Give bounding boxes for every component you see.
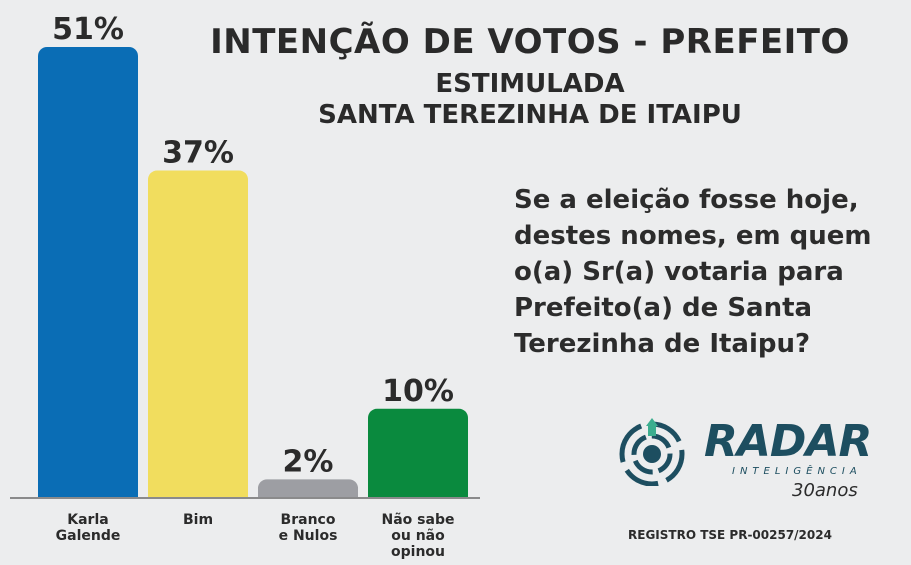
chart-subtitle-city: SANTA TEREZINHA DE ITAIPU [318, 100, 742, 130]
tse-registration: REGISTRO TSE PR-00257/2024 [628, 528, 832, 542]
logo-subtitle: INTELIGÊNCIA [732, 466, 862, 477]
category-label-0-0: Karla [67, 512, 108, 528]
value-label-0: 51% [52, 12, 124, 47]
logo-wordmark: RADAR [704, 416, 872, 467]
bar-0 [38, 47, 138, 497]
logo-anniversary: 30anos [792, 480, 858, 501]
bar-base-2 [258, 487, 358, 497]
category-label-2-1: e Nulos [279, 528, 338, 544]
bar-base-3 [368, 487, 468, 497]
chart-title: INTENÇÃO DE VOTOS - PREFEITO [210, 22, 850, 62]
value-label-3: 10% [382, 374, 454, 409]
chart-subtitle-type: ESTIMULADA [435, 69, 625, 99]
value-label-2: 2% [283, 444, 334, 479]
bar-base-0 [38, 487, 138, 497]
bar-base-1 [148, 487, 248, 497]
category-label-3-2: opinou [391, 544, 445, 560]
radar-signal-icon [619, 418, 685, 486]
bar-3 [368, 408, 468, 497]
category-label-1-0: Bim [183, 512, 213, 528]
category-label-3-0: Não sabe [382, 512, 455, 528]
radar-logo: RADAR INTELIGÊNCIA 30anos [612, 412, 872, 507]
survey-question: Se a eleição fosse hoje, destes nomes, e… [514, 185, 872, 359]
category-label-3-1: ou não [391, 528, 445, 544]
category-label-0-1: Galende [56, 528, 121, 544]
value-label-1: 37% [162, 136, 234, 171]
bar-1 [148, 170, 248, 497]
category-label-2-0: Branco [281, 512, 336, 528]
